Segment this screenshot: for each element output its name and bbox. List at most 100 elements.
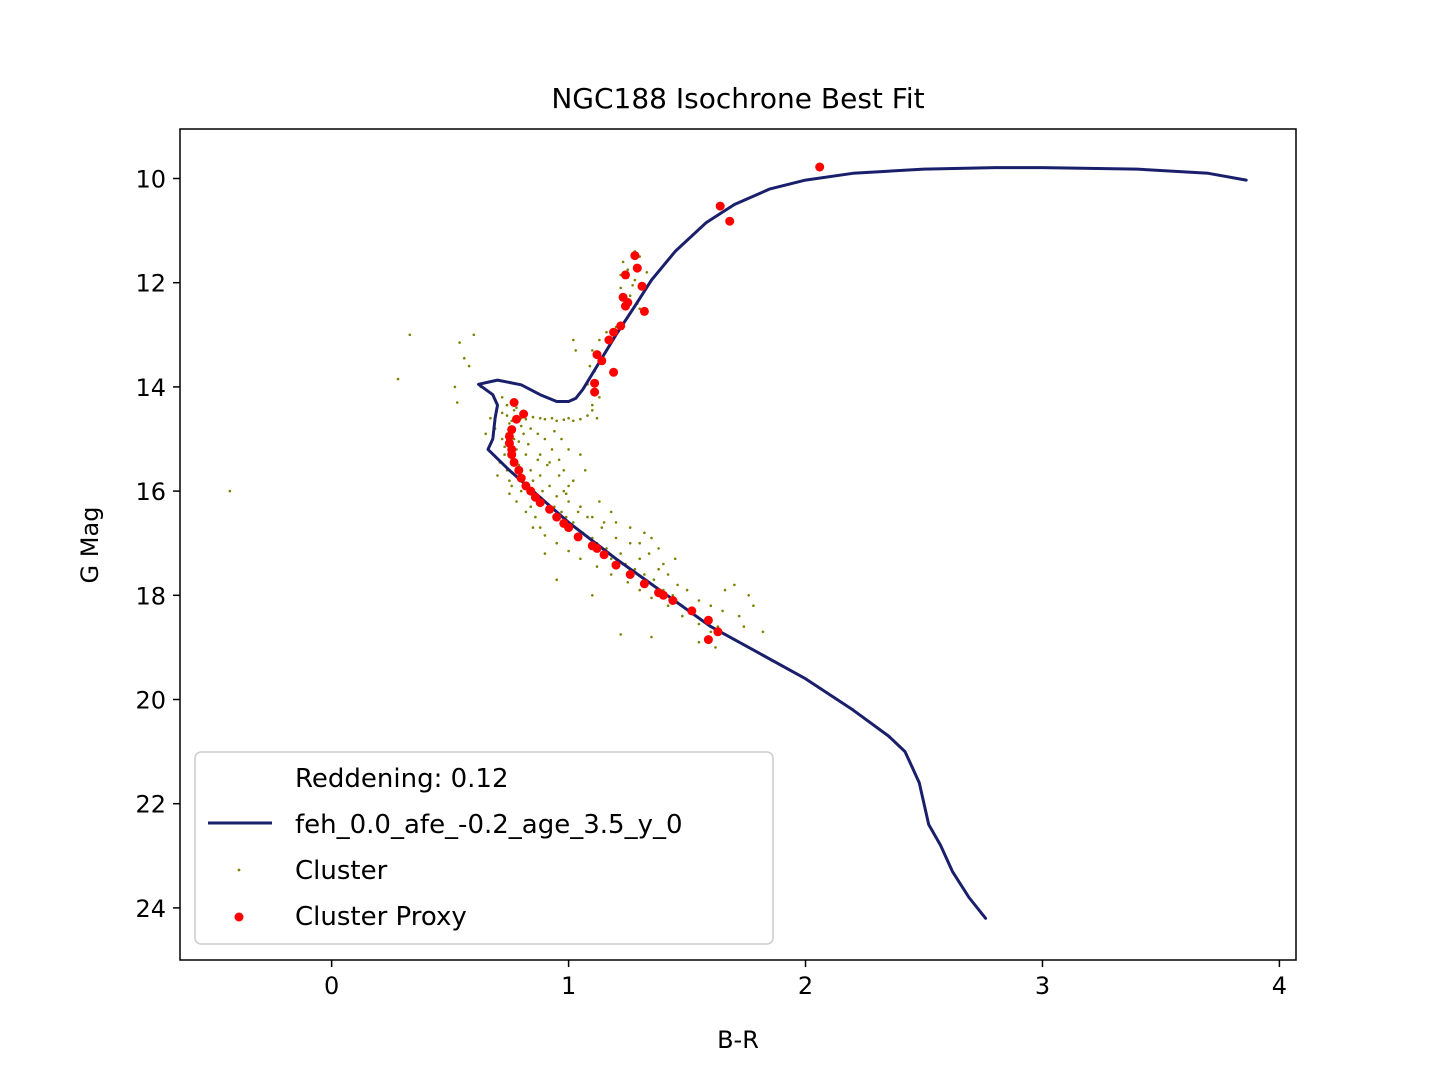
cluster-point (572, 521, 575, 524)
cluster-point (638, 541, 641, 545)
cluster-point (228, 489, 232, 493)
cluster-point (650, 536, 653, 540)
cluster-proxy-point (815, 162, 825, 172)
y-axis: 10 12 14 16 18 20 22 24 (135, 165, 180, 923)
cluster-point (515, 406, 518, 410)
cluster-point (591, 594, 594, 597)
cluster-proxy-point (509, 398, 519, 407)
y-tick-label: 18 (135, 582, 166, 610)
cluster-point (527, 442, 530, 446)
cluster-point (619, 633, 622, 636)
cluster-proxy-point (625, 570, 635, 579)
cluster-point (591, 409, 594, 412)
cluster-point (761, 630, 765, 634)
cluster-point (647, 552, 651, 555)
legend-header: Reddening: 0.12 (295, 764, 509, 794)
cluster-point (619, 552, 622, 555)
cluster-proxy-point (621, 301, 630, 311)
cluster-point (598, 396, 601, 399)
cluster-point (633, 278, 637, 282)
cluster-point (567, 484, 570, 488)
cluster-point (638, 557, 641, 561)
cluster-point (681, 614, 684, 618)
cluster-point (519, 424, 523, 428)
cluster-proxy-point (590, 387, 600, 397)
cluster-point (524, 453, 528, 456)
cluster-point (541, 489, 544, 493)
cluster-point (564, 492, 568, 496)
cluster-proxy-point (637, 281, 647, 291)
cluster-point (697, 640, 701, 644)
cluster-point (467, 364, 471, 368)
y-tick-label: 20 (135, 686, 166, 714)
cluster-point (555, 495, 558, 498)
cluster-point (595, 565, 599, 568)
cluster-point (560, 510, 563, 514)
cluster-proxy-point (609, 327, 619, 337)
cluster-proxy-point (552, 512, 562, 522)
cluster-point (671, 594, 675, 597)
cluster-point (591, 515, 594, 519)
cluster-proxy-point (621, 270, 630, 280)
cluster-point (531, 415, 535, 419)
cluster-point (538, 416, 542, 420)
cluster-proxy-point (611, 560, 621, 570)
cluster-proxy-point (639, 306, 649, 316)
cluster-point (579, 453, 582, 456)
cluster-point (685, 588, 689, 592)
cluster-point (723, 588, 727, 592)
cluster-point (650, 635, 653, 639)
cluster-proxy-point (519, 409, 529, 419)
cluster-point (536, 432, 540, 436)
cluster-point (576, 510, 580, 514)
cluster-point (628, 294, 632, 298)
cluster-point (579, 417, 582, 421)
y-axis-label: G Mag (76, 507, 104, 584)
cluster-point (716, 625, 720, 628)
cluster-point (531, 526, 535, 529)
cluster-point (538, 526, 542, 529)
cluster-point (600, 526, 604, 529)
legend-proxy-label: Cluster Proxy (295, 902, 467, 932)
cluster-point (567, 500, 570, 503)
cluster-point (543, 437, 547, 441)
cluster-point (524, 510, 528, 514)
cluster-point (548, 461, 551, 464)
cluster-point (591, 403, 594, 407)
cluster-point (519, 489, 523, 493)
cluster-point (529, 427, 532, 430)
cluster-proxy-point (512, 414, 521, 424)
cluster-point (572, 338, 575, 342)
cluster-point (591, 349, 594, 352)
cluster-proxy-point (545, 504, 555, 514)
cluster-point (673, 557, 677, 561)
cluster-proxy-point (592, 543, 602, 553)
cluster-point (503, 453, 506, 456)
cluster-proxy-point (715, 201, 725, 211)
cluster-proxy-point (703, 635, 713, 645)
cluster-point (614, 536, 618, 540)
cluster-proxy-point (616, 321, 626, 331)
cluster-point (605, 330, 608, 334)
cluster-point (697, 622, 701, 626)
cluster-point (567, 549, 570, 553)
plot-frame (179, 128, 1297, 961)
x-axis-label: B-R (717, 1026, 759, 1054)
cluster-point (557, 474, 561, 477)
cluster-point (588, 364, 592, 368)
cluster-point (666, 573, 670, 576)
cluster-point (697, 599, 701, 602)
cluster-point (505, 414, 509, 417)
legend-proxy-swatch (234, 912, 244, 922)
cluster-point (737, 614, 741, 618)
cluster-point (579, 505, 582, 509)
cluster-point (638, 588, 641, 592)
cluster-point (484, 432, 488, 436)
cluster-point (538, 453, 542, 456)
cluster-proxy-point (507, 450, 517, 460)
cluster-proxy-point (725, 216, 735, 226)
cluster-point (709, 630, 713, 634)
cluster-proxy-point (592, 350, 602, 360)
cluster-proxy-point (668, 596, 678, 605)
